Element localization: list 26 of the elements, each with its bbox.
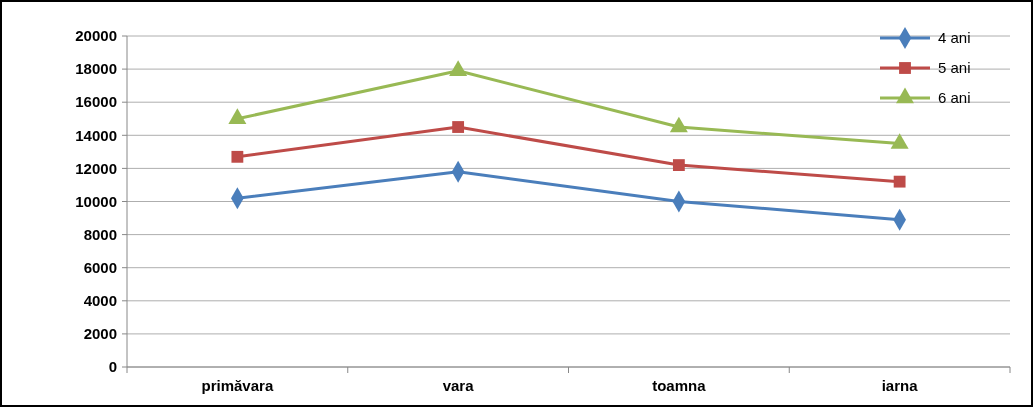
y-tick-label: 4000 xyxy=(83,292,117,310)
x-tick-label: toamna xyxy=(652,377,707,394)
point xyxy=(231,150,244,163)
legend-label: 6 ani xyxy=(938,89,971,107)
y-tick-label: 6000 xyxy=(83,258,117,276)
y-tick-label: 14000 xyxy=(75,126,117,144)
y-tick-label: 18000 xyxy=(75,60,117,78)
point xyxy=(890,133,909,149)
legend-label: 5 ani xyxy=(938,59,971,77)
x-tick-label: vara xyxy=(442,377,475,394)
y-tick-label: 2000 xyxy=(83,325,117,343)
legend-label: 4 ani xyxy=(938,29,971,47)
y-tick-label: 16000 xyxy=(75,93,117,111)
point xyxy=(672,159,685,172)
point xyxy=(893,175,906,188)
point xyxy=(452,121,465,133)
point xyxy=(228,108,247,124)
y-tick-label: 0 xyxy=(108,358,117,376)
y-tick-label: 12000 xyxy=(75,159,117,177)
y-tick-label: 10000 xyxy=(75,192,117,210)
y-tick-label: 8000 xyxy=(83,225,117,243)
point xyxy=(449,60,468,76)
point xyxy=(669,116,688,133)
y-tick-label: 20000 xyxy=(75,27,117,45)
x-tick-label: primăvara xyxy=(201,377,274,394)
x-tick-label: iarna xyxy=(881,377,919,394)
